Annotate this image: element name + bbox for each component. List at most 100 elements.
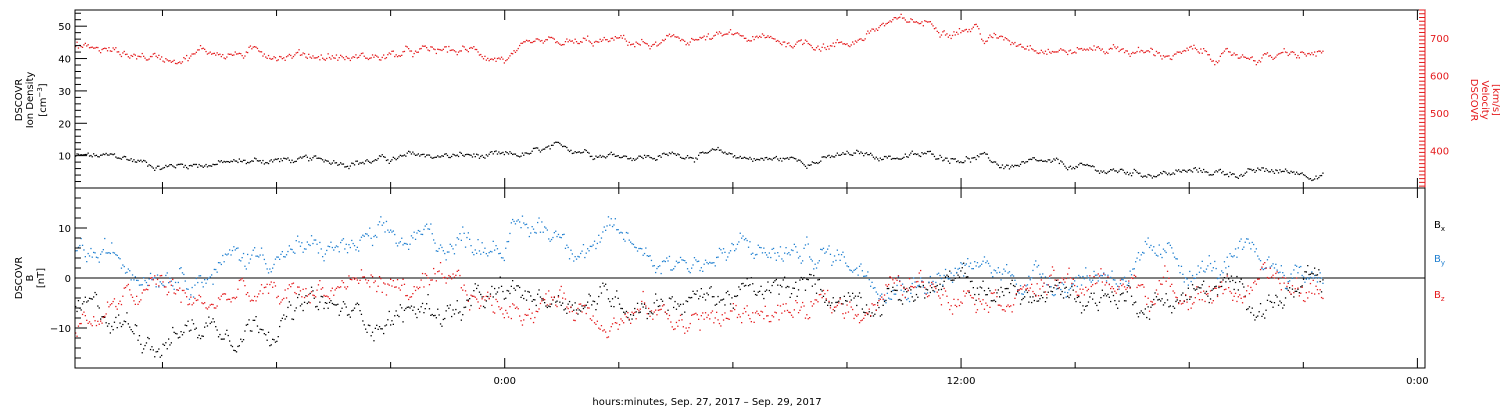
by-point bbox=[213, 268, 215, 271]
by-point bbox=[969, 262, 972, 264]
velocity-point bbox=[810, 44, 812, 47]
bx-point bbox=[1089, 296, 1091, 298]
bz-point bbox=[889, 276, 891, 278]
velocity-point bbox=[552, 37, 554, 39]
bx-point bbox=[187, 320, 189, 322]
bz-point bbox=[599, 328, 601, 330]
bz-point bbox=[1185, 294, 1187, 296]
by-point bbox=[306, 241, 308, 243]
bz-point bbox=[517, 308, 519, 310]
velocity-point bbox=[1083, 48, 1085, 50]
bz-point bbox=[956, 305, 958, 308]
by-point bbox=[181, 272, 184, 274]
bz-point bbox=[213, 307, 215, 309]
density-point bbox=[932, 153, 934, 155]
by-point bbox=[222, 254, 224, 257]
by-point bbox=[1080, 284, 1083, 286]
bz-point bbox=[803, 305, 805, 307]
bx-point bbox=[186, 325, 188, 327]
velocity-point bbox=[1229, 51, 1231, 53]
by-point bbox=[1219, 274, 1221, 276]
density-point bbox=[809, 164, 811, 166]
bx-point bbox=[90, 298, 92, 300]
density-point bbox=[362, 161, 364, 164]
velocity-point bbox=[1158, 52, 1160, 54]
by-point bbox=[724, 251, 726, 253]
bx-point bbox=[262, 329, 264, 331]
by-point bbox=[495, 245, 497, 247]
density-point bbox=[674, 153, 676, 155]
velocity-point bbox=[106, 50, 109, 52]
density-point bbox=[506, 152, 508, 154]
bz-point bbox=[1035, 295, 1037, 297]
bx-point bbox=[377, 328, 379, 330]
by-point bbox=[217, 262, 220, 264]
bz-point bbox=[1103, 273, 1105, 275]
bz-point bbox=[1096, 282, 1098, 284]
velocity-point bbox=[1318, 50, 1320, 52]
by-point bbox=[1037, 264, 1040, 267]
bz-point bbox=[1211, 302, 1213, 304]
bz-point bbox=[994, 289, 997, 291]
bx-point bbox=[790, 293, 793, 295]
by-point bbox=[922, 286, 924, 288]
bx-point bbox=[1096, 304, 1098, 307]
by-point bbox=[476, 252, 478, 254]
bx-point bbox=[1039, 298, 1041, 300]
density-point bbox=[1108, 170, 1110, 172]
bx-point bbox=[527, 290, 529, 293]
by-point bbox=[546, 229, 548, 231]
bz-point bbox=[560, 285, 562, 288]
density-point bbox=[990, 161, 992, 163]
by-point bbox=[903, 290, 905, 293]
density-point bbox=[1291, 171, 1294, 174]
by-point bbox=[706, 261, 708, 264]
velocity-point bbox=[519, 44, 521, 47]
velocity-point bbox=[702, 36, 704, 39]
density-point bbox=[1078, 164, 1080, 166]
density-point bbox=[897, 158, 900, 160]
velocity-point bbox=[1204, 50, 1206, 52]
velocity-point bbox=[1276, 54, 1278, 56]
bx-point bbox=[587, 301, 589, 303]
density-point bbox=[1079, 162, 1081, 164]
by-point bbox=[915, 286, 918, 289]
by-point bbox=[367, 235, 370, 237]
density-point bbox=[90, 154, 92, 157]
bz-point bbox=[734, 308, 736, 311]
bz-point bbox=[269, 283, 271, 286]
by-point bbox=[1189, 270, 1191, 273]
density-point bbox=[817, 162, 819, 165]
by-point bbox=[897, 276, 900, 278]
velocity-point bbox=[624, 38, 626, 40]
bx-point bbox=[295, 307, 297, 309]
bx-point bbox=[750, 277, 752, 279]
by-point bbox=[901, 283, 904, 285]
velocity-point bbox=[649, 48, 651, 50]
bz-point bbox=[1087, 288, 1090, 290]
bz-point bbox=[1233, 295, 1235, 297]
bx-point bbox=[768, 289, 770, 292]
bx-point bbox=[829, 304, 832, 307]
bx-point bbox=[577, 313, 579, 315]
bx-point bbox=[713, 296, 715, 298]
bz-point bbox=[825, 298, 827, 300]
velocity-point bbox=[933, 28, 936, 30]
by-point bbox=[843, 256, 845, 258]
density-point bbox=[489, 151, 492, 153]
density-point bbox=[348, 167, 350, 170]
velocity-point bbox=[648, 45, 650, 47]
density-point bbox=[771, 159, 773, 161]
density-point bbox=[709, 150, 711, 153]
bx-point bbox=[333, 303, 335, 306]
bz-point bbox=[1029, 287, 1031, 289]
velocity-point bbox=[756, 35, 758, 37]
bx-point bbox=[946, 274, 948, 276]
by-point bbox=[1320, 277, 1323, 279]
bz-point bbox=[344, 286, 346, 288]
bz-point bbox=[1229, 290, 1231, 293]
velocity-point bbox=[412, 56, 414, 58]
velocity-point bbox=[1114, 46, 1116, 48]
velocity-point bbox=[1191, 48, 1194, 50]
density-point bbox=[1153, 175, 1155, 177]
